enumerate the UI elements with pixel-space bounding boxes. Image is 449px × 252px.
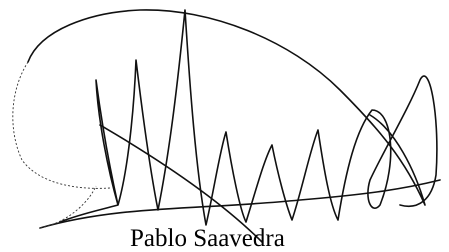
page: Pablo Saavedra (() => { const data = JSO… bbox=[0, 0, 449, 252]
signature-image: Pablo Saavedra bbox=[0, 0, 449, 252]
background bbox=[0, 0, 449, 252]
signature-name: Pablo Saavedra bbox=[130, 225, 285, 252]
